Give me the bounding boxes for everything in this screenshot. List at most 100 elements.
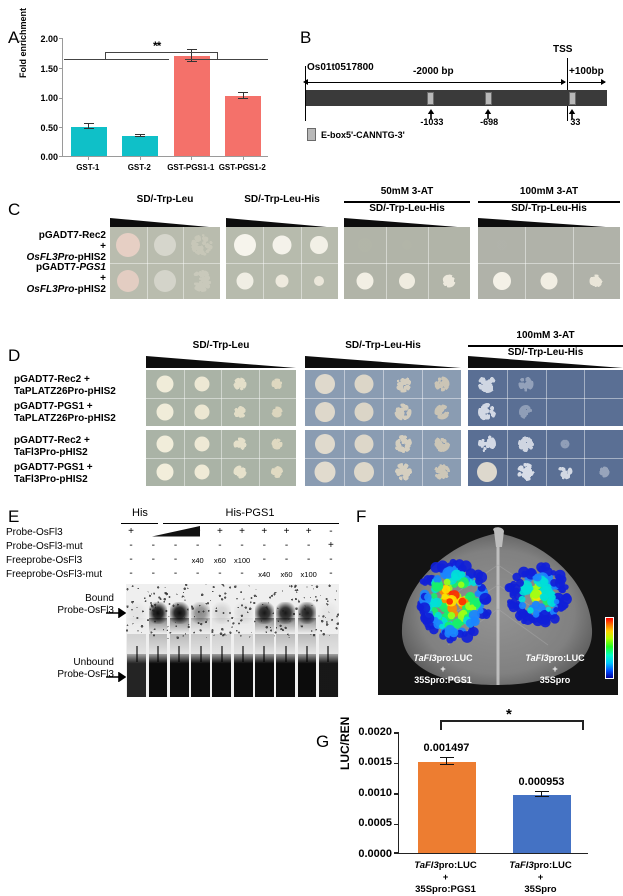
panel-a-ytick-1: 0.50 bbox=[40, 123, 58, 133]
panel-d-row-label-0-line1: pGADT7-Rec2 + bbox=[14, 374, 90, 385]
panel-b: B Os01t0517800 TSS -2000 bp +100bp -1033… bbox=[295, 22, 623, 182]
panel-a-errorbar-cap-2-1 bbox=[186, 61, 197, 62]
panel-a-errorbar-cap-3-0 bbox=[238, 91, 249, 93]
panel-e-bound-arrow bbox=[106, 605, 127, 623]
panel-e-cell-r2-c6: - bbox=[262, 554, 266, 565]
panel-c-dilution-wedge-1 bbox=[226, 218, 338, 228]
panel-a-plot-area bbox=[59, 38, 268, 160]
panel-g-x-label-1-line3: 35Spro bbox=[524, 884, 557, 895]
panel-d-plate-1-1-spot-r1-c3 bbox=[433, 464, 450, 480]
panel-b-ebox-2 bbox=[568, 91, 576, 105]
panel-d-row-label-0-line2: TaPLATZ26Pro-pHIS2 bbox=[14, 386, 116, 397]
panel-e-cell-r3-c2: - bbox=[173, 568, 178, 579]
panel-g-errorbar-cap-0-1 bbox=[439, 763, 454, 766]
panel-a-errorbar-1 bbox=[139, 134, 141, 137]
panel-e-cell-r3-c5: - bbox=[240, 568, 244, 579]
panel-g-errorbar-cap-0-0 bbox=[439, 756, 454, 759]
panel-c-header-rule-2 bbox=[344, 201, 470, 203]
panel-d-plate-0-1-spot-r0-c3 bbox=[271, 438, 283, 450]
panel-d-row-label-2-line1: pGADT7-Rec2 + bbox=[14, 435, 90, 446]
panel-d-plate-1-1-divider-v-1 bbox=[344, 430, 345, 486]
panel-g-ytick-4: 0.0020 bbox=[358, 726, 392, 738]
panel-a-x-label-0: GST-1 bbox=[76, 163, 100, 172]
panel-d-plate-0-1-spot-r1-c2 bbox=[233, 465, 247, 479]
panel-d-dilution-wedge-2 bbox=[468, 356, 623, 368]
panel-d-row-label-3-line1: pGADT7-PGS1 + bbox=[14, 462, 93, 473]
panel-d-plate-1-1-spot-r1-c1 bbox=[353, 462, 374, 482]
panel-c: C SD/-Trp-Leu SD/-Trp-Leu-His 50mM 3-AT SD/… bbox=[0, 186, 623, 299]
panel-d-plate-0-1-spot-r0-c1 bbox=[194, 436, 210, 452]
panel-b-site-label-1: -698 bbox=[480, 117, 499, 127]
panel-c-plate-3-divider-h bbox=[478, 263, 620, 264]
panel-e-row-label-2: Freeprobe-OsFl3 bbox=[6, 555, 83, 566]
panel-e-cell-r0-c4: + bbox=[216, 526, 223, 537]
panel-d-plate-1-0-spot-r1-c2 bbox=[394, 403, 411, 421]
panel-c-header-top-3: 100mM 3-AT bbox=[519, 186, 579, 197]
panel-e-cell-r1-c2: - bbox=[173, 540, 178, 551]
panel-e-cell-r1-c1: - bbox=[151, 540, 155, 551]
panel-d-plate-0-0-spot-r1-c2 bbox=[233, 405, 247, 419]
panel-e-cell-r1-c5: - bbox=[240, 540, 244, 551]
panel-d-plate-2-0-spot-r1-c0 bbox=[478, 403, 497, 421]
panel-b-span-arrow bbox=[307, 82, 565, 83]
panel-e-cell-r1-c6: - bbox=[262, 540, 266, 551]
panel-a-bar-1 bbox=[122, 135, 159, 156]
panel-d-plate-2-0-divider-h bbox=[468, 398, 623, 399]
panel-a-errorbar-cap-0-0 bbox=[83, 123, 94, 125]
panel-d-plate-0-0-spot-r1-c3 bbox=[271, 406, 283, 418]
panel-c-plate-0-spot-r1-c1 bbox=[154, 270, 176, 292]
panel-a-ytick-4: 2.00 bbox=[40, 34, 58, 44]
panel-b-site-label-0: -1033 bbox=[420, 117, 444, 127]
panel-f-letter: F bbox=[356, 507, 367, 526]
panel-d-plate-2-1-spot-r0-c1 bbox=[518, 436, 535, 452]
panel-c-plate-2-divider-v-1 bbox=[386, 227, 387, 299]
panel-f: F TaFl3pro:LUC + 35Spro:PGS1 TaFl3pro:LU… bbox=[350, 505, 623, 710]
panel-d-plate-0-1 bbox=[146, 430, 296, 486]
panel-e-row-label-1: Probe-OsFl3-mut bbox=[6, 541, 83, 552]
panel-c-plate-2-spot-r1-c1 bbox=[399, 273, 415, 289]
panel-e-cell-r1-c8: - bbox=[307, 540, 311, 551]
panel-d-plate-2-0-spot-r0-c1 bbox=[518, 376, 534, 392]
panel-a-errorbar-cap-1-0 bbox=[135, 133, 146, 135]
panel-e-cell-r2-c4: x60 bbox=[213, 556, 226, 565]
panel-g-x-label-0-line2: + bbox=[442, 872, 449, 883]
panel-d-plate-1-1-spot-r1-c0 bbox=[314, 461, 335, 483]
panel-a-ytick-2: 1.00 bbox=[40, 93, 58, 103]
panel-c-plate-2-spot-r0-c1 bbox=[402, 240, 412, 250]
panel-d-plate-2-1-spot-r1-c3 bbox=[598, 466, 610, 478]
panel-d-plate-1-1-spot-r0-c1 bbox=[354, 434, 373, 454]
panel-d-plate-0-1-spot-r1-c1 bbox=[194, 464, 210, 480]
panel-d-plate-0-1-divider-v-3 bbox=[258, 430, 260, 486]
panel-c-plate-0-spot-r0-c2 bbox=[190, 234, 213, 256]
panel-e-gel-image bbox=[126, 584, 339, 697]
panel-e-cell-r3-c9: - bbox=[329, 568, 333, 579]
panel-d-plate-0-1-divider-v-1 bbox=[183, 430, 185, 486]
panel-e-cell-r2-c8: - bbox=[307, 554, 311, 565]
panel-f-right-caption: TaFl3pro:LUC + 35Spro bbox=[508, 653, 602, 686]
panel-d-plate-0-1-spot-r1-c0 bbox=[156, 463, 174, 481]
panel-b-promoter-bar bbox=[306, 90, 607, 106]
panel-b-site-arrow-0 bbox=[427, 106, 435, 119]
panel-c-dilution-wedge-0 bbox=[110, 218, 220, 228]
panel-e-letter: E bbox=[8, 507, 20, 526]
panel-d-row-label-1-line2: TaPLATZ26Pro-pHIS2 bbox=[14, 413, 116, 424]
panel-a-errorbar-cap-0-1 bbox=[83, 128, 94, 130]
panel-e: E His His-PGS1 Probe-OsFl3 Probe-OsFl3-mu… bbox=[0, 505, 345, 710]
panel-d-plate-1-0-divider-v-2 bbox=[383, 370, 384, 426]
panel-c-row-label-1-line3: OsFL3Pro-pHIS2 bbox=[26, 284, 106, 295]
panel-f-left-caption-line3: 35Spro:PGS1 bbox=[414, 675, 472, 685]
panel-d-plate-0-0-spot-r1-c1 bbox=[194, 404, 210, 420]
panel-c-plate-3-spot-r1-c2 bbox=[589, 274, 603, 288]
panel-c-plate-2-divider-v-2 bbox=[428, 227, 429, 299]
panel-e-cell-r0-c0: + bbox=[128, 526, 135, 537]
panel-g-x-label-1-line1: pro:LUC bbox=[533, 860, 572, 871]
panel-a-errorbar-cap-1-1 bbox=[135, 135, 146, 137]
panel-d-plate-0-0-divider-v-3 bbox=[258, 370, 260, 426]
panel-c-plate-1-divider-v-2 bbox=[300, 227, 302, 299]
panel-f-right-caption-line2: + bbox=[552, 664, 558, 674]
panel-f-luminescence-image: TaFl3pro:LUC + 35Spro:PGS1 TaFl3pro:LUC … bbox=[378, 525, 618, 695]
panel-e-cell-r2-c5: x100 bbox=[233, 556, 251, 565]
panel-f-right-caption-line1: pro:LUC bbox=[548, 653, 585, 663]
panel-c-plate-3-spot-r1-c1 bbox=[540, 272, 558, 290]
panel-a-significance-star: ** bbox=[153, 39, 161, 53]
